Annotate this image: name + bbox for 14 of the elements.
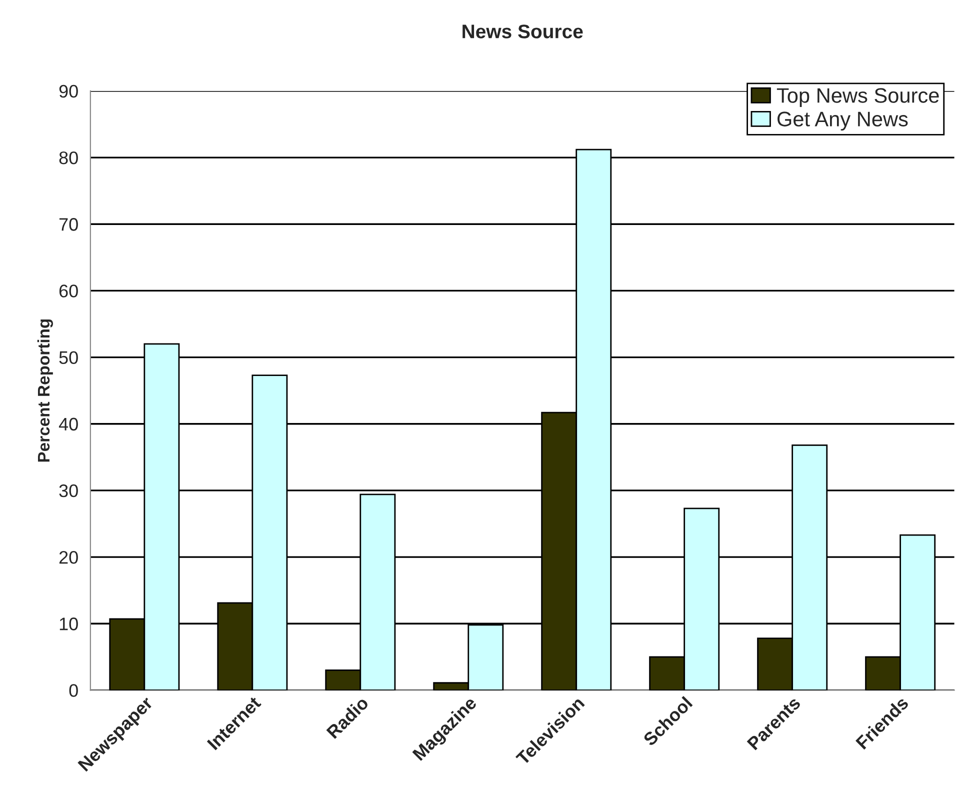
y-tick-label: 90 [59,84,78,98]
chart-title: News Source [462,24,583,38]
y-tick-label: 20 [59,550,78,564]
y-tick-label: 30 [59,484,78,498]
legend-label: Top News Source [776,88,939,107]
y-tick-label: 60 [59,284,78,298]
y-tick-label: 50 [59,351,78,364]
y-axis-title: Percent Reporting [37,319,53,462]
y-tick-label: 70 [59,218,78,231]
y-tick-label: 0 [69,684,78,697]
legend-label: Get Any News [778,112,908,131]
y-tick-label: 40 [58,418,78,431]
y-tick-label: 10 [60,618,78,630]
y-tick-label: 80 [59,151,78,164]
